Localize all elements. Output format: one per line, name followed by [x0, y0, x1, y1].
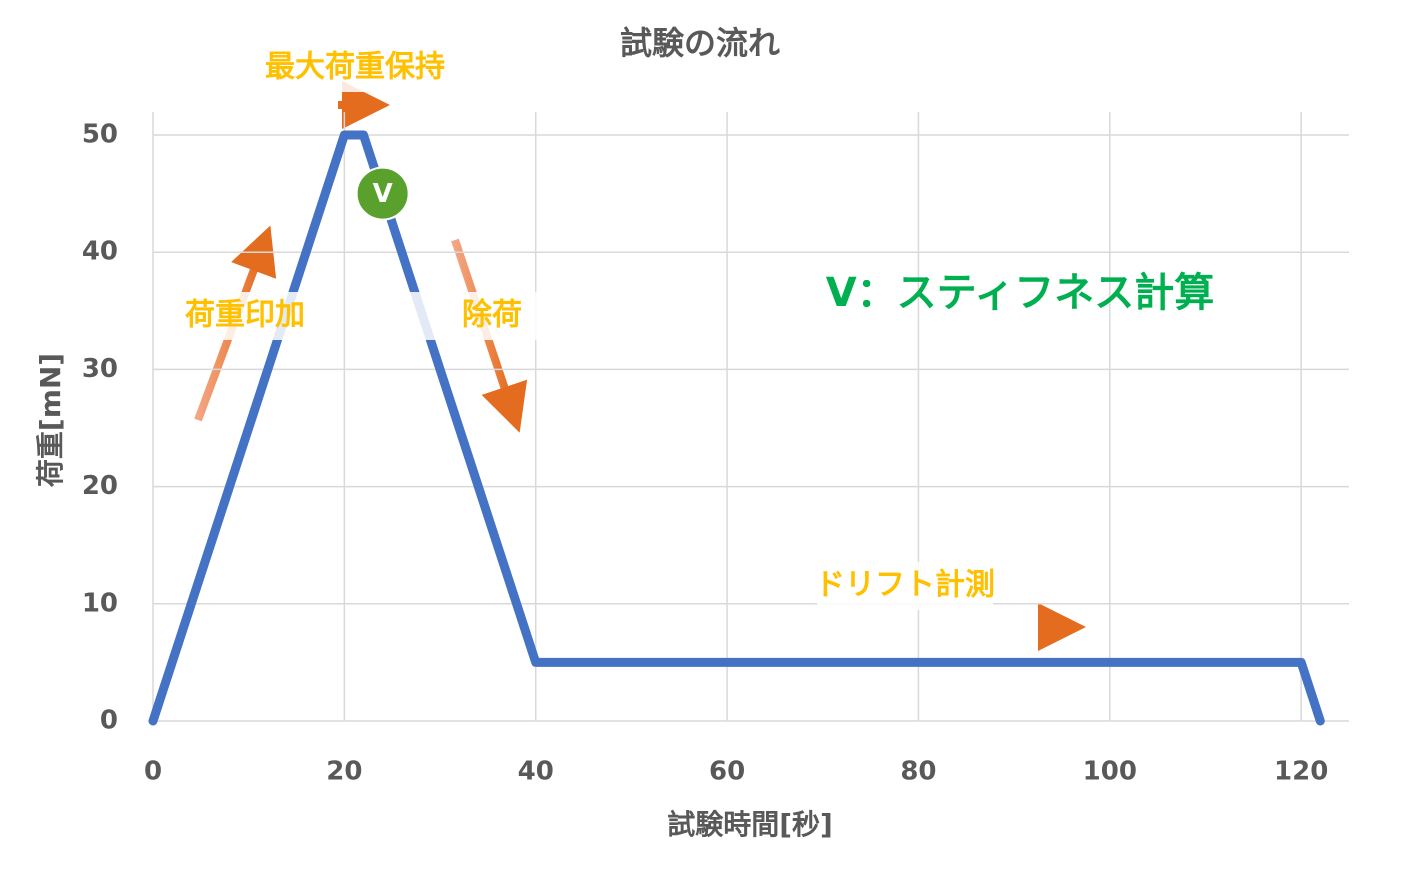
y-tick-label: 30	[82, 354, 118, 384]
y-tick-label: 50	[82, 120, 118, 150]
annotation: ドリフト計測	[815, 568, 995, 603]
x-tick-label: 20	[326, 757, 362, 787]
y-axis-label: 荷重[mN]	[34, 353, 67, 487]
annotation: 荷重印加	[185, 298, 305, 333]
note: V：スティフネス計算	[826, 270, 1215, 316]
x-tick-label: 100	[1083, 757, 1137, 787]
axes: 0 10 20 30 40 50 0 20 40 60 80 100 120	[82, 112, 1349, 787]
annotation: 除荷	[462, 298, 522, 333]
annotation-bg	[267, 44, 443, 92]
x-tick-label: 0	[144, 757, 162, 787]
annotation-bg	[817, 562, 993, 610]
x-tick-label: 40	[518, 757, 554, 787]
x-tick-label: 80	[900, 757, 936, 787]
y-tick-label: 10	[82, 588, 118, 618]
v-marker-label: V	[373, 179, 393, 209]
annotation: 最大荷重保持	[265, 50, 445, 85]
annotation-bg	[157, 292, 333, 340]
v-marker	[355, 166, 410, 221]
y-tick-label: 0	[100, 706, 118, 736]
x-tick-label: 120	[1274, 757, 1328, 787]
data-line	[148, 130, 1325, 726]
y-tick-label: 20	[82, 471, 118, 501]
x-tick-label: 60	[709, 757, 745, 787]
annotation-bg	[404, 292, 580, 340]
chart-title: 試験の流れ	[620, 24, 780, 62]
y-tick-label: 40	[82, 237, 118, 267]
x-axis-label: 試験時間[秒]	[667, 808, 833, 841]
